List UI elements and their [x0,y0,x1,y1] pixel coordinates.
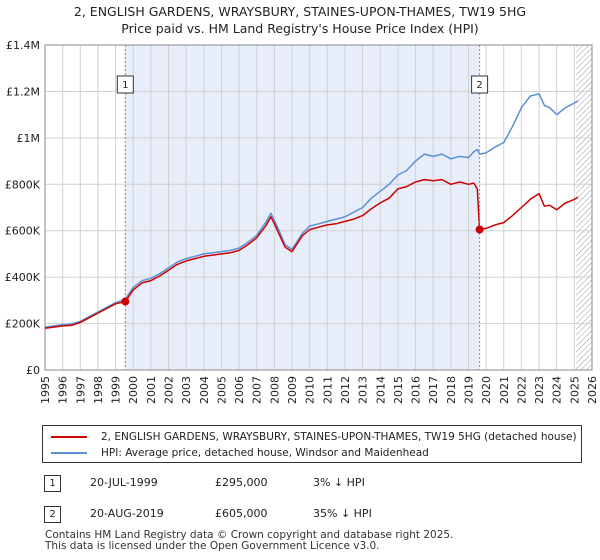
y-tick-label: £600K [5,225,41,238]
x-tick-label: 2010 [304,376,317,404]
footer-line-1: Contains HM Land Registry data © Crown c… [45,529,454,541]
marker-box [116,75,134,94]
x-tick-label: 2012 [339,376,352,404]
x-tick-label: 2002 [163,376,176,404]
transaction-hpi-diff: 35% ↓ HPI [313,507,372,520]
legend-label-price-paid: 2, ENGLISH GARDENS, WRAYSBURY, STAINES-U… [101,431,577,443]
x-tick-label: 2006 [233,376,246,404]
chart-title-line-2: Price paid vs. HM Land Registry's House … [121,21,479,36]
transaction-price: £295,000 [215,476,268,489]
x-tick-label: 2023 [533,376,546,404]
x-tick-label: 1995 [39,376,52,404]
chart-title: 2, ENGLISH GARDENS, WRAYSBURY, STAINES-U… [0,3,600,37]
price-chart: £0 £200K £400K £600K £800K £1M £1.2M £1.4M 1995 1… [5,39,599,404]
x-tick-label: 2022 [515,376,528,404]
marker-label: 1 [122,80,128,91]
x-tick-label: 2020 [480,376,493,404]
hatched-region [576,45,592,370]
legend-label-hpi: HPI: Average price, detached house, Wind… [101,447,429,459]
x-tick-label: 2004 [198,376,211,404]
y-tick-label: £0 [26,364,40,377]
transaction-number-badge: 2 [44,506,61,523]
plot-frame [44,44,593,371]
x-tick-label: 1996 [57,376,70,404]
x-tick-label: 2018 [445,376,458,404]
x-tick-label: 2011 [321,376,334,404]
x-tick-label: 2016 [410,376,423,404]
x-tick-label: 2017 [427,376,440,404]
x-tick-label: 2024 [551,376,564,404]
x-tick-label: 1999 [110,376,123,404]
x-tick-label: 1997 [74,376,87,404]
legend-swatch-price-paid [51,436,87,438]
x-tick-label: 2007 [251,376,264,404]
y-tick-label: £400K [5,271,41,284]
footer-line-2: This data is licensed under the Open Gov… [45,540,380,552]
transaction-price: £605,000 [215,507,268,520]
sale-point [121,297,130,306]
x-tick-label: 2000 [127,376,140,404]
series-line-price-paid [44,178,579,329]
x-tick-label: 2019 [462,376,475,404]
y-tick-label: £800K [5,178,41,191]
x-tick-label: 2015 [392,376,405,404]
chart-title-line-1: 2, ENGLISH GARDENS, WRAYSBURY, STAINES-U… [73,4,527,19]
x-tick-label: 2008 [268,376,281,404]
legend-entry-hpi: HPI: Average price, detached house, Wind… [51,445,429,461]
y-tick-label: £1.4M [6,39,40,52]
x-tick-label: 2014 [374,376,387,404]
x-tick-label: 2001 [145,376,158,404]
x-tick-label: 2009 [286,376,299,404]
transaction-date: 20-JUL-1999 [90,476,158,489]
transaction-date: 20-AUG-2019 [90,507,164,520]
legend-swatch-hpi [51,452,87,454]
marker-box [471,75,489,94]
x-tick-label: 2013 [357,376,370,404]
marker-label: 2 [476,80,482,91]
shaded-period [125,45,480,370]
y-tick-label: £200K [5,318,41,331]
x-tick-label: 2026 [586,376,599,404]
sale-point [475,225,484,234]
series-line-hpi [44,93,579,328]
y-tick-label: £1.2M [6,85,40,98]
legend-entry-price-paid: 2, ENGLISH GARDENS, WRAYSBURY, STAINES-U… [51,429,577,445]
x-tick-label: 2025 [568,376,581,404]
transaction-hpi-diff: 3% ↓ HPI [313,476,365,489]
x-tick-label: 1998 [92,376,105,404]
x-tick-label: 2005 [215,376,228,404]
y-tick-label: £1M [17,132,41,145]
transaction-number-badge: 1 [44,475,61,492]
x-tick-label: 2021 [498,376,511,404]
x-tick-label: 2003 [180,376,193,404]
chart-legend: 2, ENGLISH GARDENS, WRAYSBURY, STAINES-U… [42,425,582,463]
footer-attribution: Contains HM Land Registry data © Crown c… [45,530,453,552]
